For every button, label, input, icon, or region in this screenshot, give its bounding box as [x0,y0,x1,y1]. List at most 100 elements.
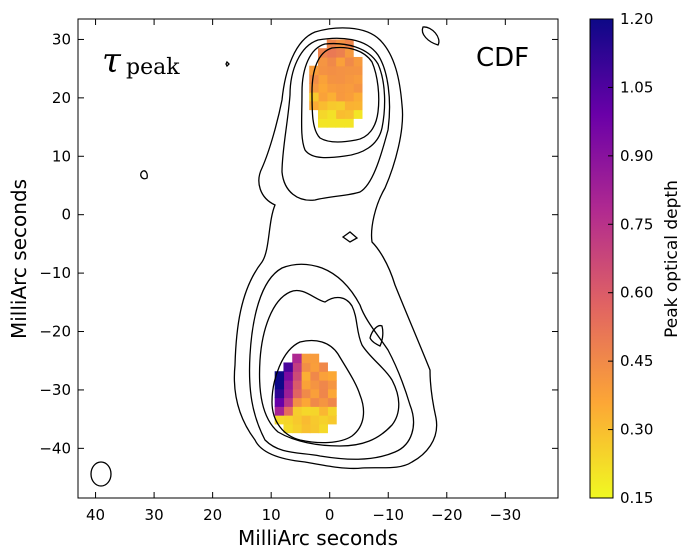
y-tick-label: 0 [61,206,71,224]
heat-pixel [274,388,285,399]
heat-pixel [283,415,293,425]
colorbar-tick-label: 1.05 [620,78,653,96]
heat-pixel [318,362,328,372]
heat-pixel [353,65,363,76]
y-tick-label: −30 [39,381,71,399]
contour-level-4b [271,339,365,444]
heat-pixel [274,371,285,381]
heat-pixel [309,83,319,93]
heat-pixel [301,423,311,434]
heat-pixel [301,397,311,407]
heat-pixel [309,415,320,425]
heat-pixel [335,118,345,128]
heat-pixel [344,56,354,67]
colorbar-tick-label: 0.45 [620,352,653,370]
x-axis-label: MilliArc seconds [238,526,398,550]
heat-pixel [327,379,337,390]
heat-pixel [335,100,345,111]
x-tick-label: 0 [325,506,335,524]
contour-level-2 [281,37,391,201]
heat-pixel [344,74,354,84]
heat-pixel [326,48,337,58]
heat-pixel [309,100,319,111]
colorbar-tick-label: 0.15 [620,489,653,507]
heat-pixel [327,388,337,399]
heat-pixel [283,397,293,407]
heat-pixel [326,100,337,111]
heat-pixel [317,83,328,93]
heat-pixel [317,109,328,119]
x-axis-ticks: 40 30 20 10 0 −10 −20 −30 [86,19,521,524]
heat-pixel [274,397,285,407]
contour-island-3 [341,231,359,243]
x-tick-label: 20 [203,506,222,524]
heat-pixel [326,56,337,67]
x-tick-label: 40 [86,506,105,524]
heat-pixel [344,118,354,128]
heat-pixel [274,379,285,390]
heat-pixel [326,83,337,93]
heat-pixel [292,423,302,434]
y-tick-label: −40 [39,439,71,457]
heat-pixel [301,415,311,425]
heat-pixel [318,371,328,381]
heat-pixel [309,406,320,416]
contour-level-2b [248,263,415,460]
heat-pixel [327,397,337,407]
contour-island-1 [421,26,440,46]
y-tick-label: −20 [39,323,71,341]
y-tick-label: 10 [52,147,71,165]
contour-level-3 [300,42,386,159]
heat-pixel [318,397,328,407]
heat-pixel [318,406,328,416]
colorbar-tick-label: 0.60 [620,284,653,302]
heat-pixel [317,100,328,111]
colorbar-label: Peak optical depth [662,180,682,338]
colorbar-tick-label: 0.75 [620,215,653,233]
heat-pixel [292,353,302,364]
heat-pixel [283,406,293,416]
heat-pixel [318,379,328,390]
heat-pixel [283,423,293,434]
heat-pixel [317,92,328,102]
heat-pixel [326,109,337,119]
heat-pixel [283,371,293,381]
heat-pixel [327,415,337,425]
heat-pixel [327,406,337,416]
contour-level-3b [258,289,400,447]
contour-island-2 [140,170,148,180]
intensity-contours [140,26,440,470]
heat-pixel [353,56,363,67]
heat-pixel [309,74,319,84]
x-tick-label: −20 [431,506,463,524]
optical-depth-map [274,39,363,434]
tau-subscript: peak [126,55,180,80]
heat-pixel [335,109,345,119]
heat-pixel [309,362,320,372]
heat-pixel [353,92,363,102]
heat-pixel [335,83,345,93]
heat-pixel [274,406,285,416]
plot-frame [77,18,559,499]
heat-pixel [326,74,337,84]
heat-pixel [283,379,293,390]
heat-pixel [309,423,320,434]
beam-ellipse [90,461,112,487]
heat-pixel [353,83,363,93]
heat-pixel [292,388,302,399]
heat-pixel [309,371,320,381]
heat-pixel [326,118,337,128]
heat-pixel [292,397,302,407]
heat-pixel [301,362,311,372]
heat-pixel [292,379,302,390]
heat-pixel [292,406,302,416]
heat-pixel [344,39,354,49]
heat-pixel [353,109,363,119]
heat-pixel [335,65,345,76]
heat-pixel [326,92,337,102]
heat-pixel [301,379,311,390]
heat-pixel [283,388,293,399]
heat-pixel [301,406,311,416]
colorbar-ticks: 1.20 1.05 0.90 0.75 0.60 0.45 0.30 0.15 [608,10,653,507]
heat-pixel [317,74,328,84]
